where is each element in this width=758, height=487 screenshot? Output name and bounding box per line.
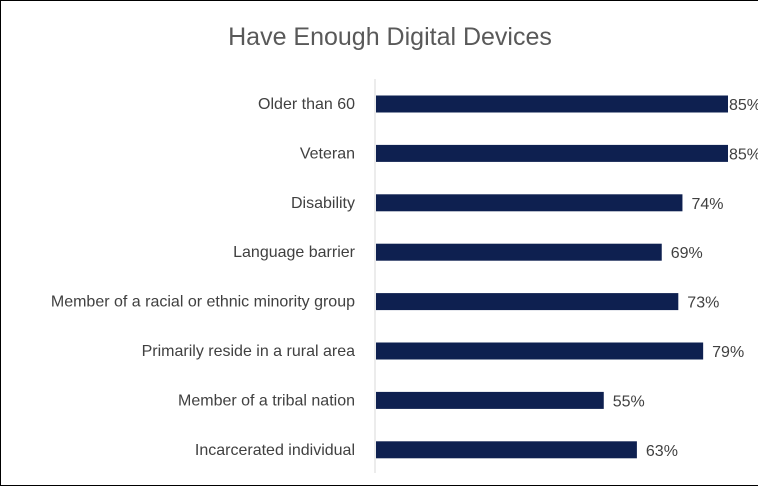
bar — [376, 95, 728, 113]
category-label: Member of a racial or ethnic minority gr… — [51, 294, 355, 311]
category-label: Language barrier — [233, 244, 356, 261]
category-label: Primarily reside in a rural area — [142, 343, 356, 360]
bar — [376, 194, 683, 212]
value-label: 79% — [712, 344, 744, 361]
bar — [376, 293, 679, 311]
value-label: 85% — [729, 97, 758, 114]
bar — [376, 391, 604, 409]
value-label: 85% — [729, 146, 758, 163]
bar — [376, 243, 662, 261]
value-label: 63% — [646, 443, 678, 460]
bar — [376, 342, 704, 360]
bar — [376, 144, 728, 162]
category-label: Disability — [291, 195, 355, 212]
value-label: 74% — [691, 196, 723, 213]
category-label: Older than 60 — [258, 96, 355, 113]
category-label: Veteran — [300, 145, 355, 162]
value-label: 55% — [613, 393, 645, 410]
bars-layer: Older than 60 85% Veteran 85% Disability 74% L… — [51, 95, 758, 460]
chart-title: Have Enough Digital Devices — [228, 23, 552, 51]
value-label: 73% — [687, 295, 719, 312]
value-label: 69% — [671, 245, 703, 262]
bar — [376, 441, 637, 459]
category-label: Member of a tribal nation — [178, 392, 355, 409]
category-label: Incarcerated individual — [195, 442, 355, 459]
